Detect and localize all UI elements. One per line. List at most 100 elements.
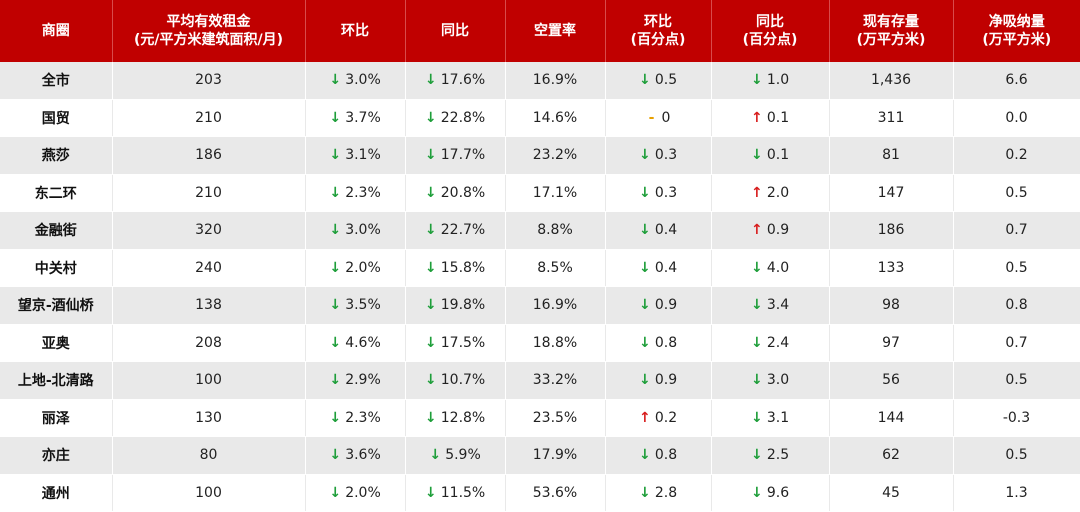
cell-text: 210 bbox=[195, 184, 222, 201]
data-cell: 320 bbox=[112, 211, 306, 250]
cell-value: 2.0 bbox=[766, 184, 790, 201]
cell-value: 0.4 bbox=[654, 259, 678, 276]
data-cell: 311 bbox=[829, 99, 954, 137]
data-cell: 0.7 bbox=[953, 324, 1080, 362]
data-cell: ↓ 3.0 bbox=[711, 361, 830, 400]
data-cell: 17.1% bbox=[505, 174, 606, 212]
data-cell: ↓ 11.5% bbox=[405, 474, 506, 512]
cell-text: 0.7 bbox=[1005, 334, 1028, 351]
cell-value: 0.9 bbox=[654, 297, 678, 314]
cell-value: 0.4 bbox=[654, 222, 678, 239]
trend-arrow: ↓ bbox=[424, 297, 437, 314]
cell-value: 15.8% bbox=[440, 259, 486, 276]
cell-text: 中关村 bbox=[34, 260, 77, 277]
trend-arrow: ↓ bbox=[638, 222, 651, 239]
cell-value: 0 bbox=[661, 109, 671, 126]
cell-value: 19.8% bbox=[440, 297, 486, 314]
data-cell: -0 bbox=[605, 99, 712, 137]
cell-value: 3.7% bbox=[345, 109, 381, 126]
data-cell: ↓ 3.5% bbox=[305, 286, 406, 325]
header-text: 环比 bbox=[341, 23, 369, 39]
trend-arrow: ↓ bbox=[638, 297, 651, 314]
cell-text: 1.3 bbox=[1005, 484, 1028, 501]
cell-text: 14.6% bbox=[532, 109, 578, 126]
trend-arrow: ↓ bbox=[329, 484, 342, 501]
cell-text: 18.8% bbox=[532, 334, 578, 351]
header-text: 平均有效租金 bbox=[166, 14, 251, 30]
data-cell: ↓ 12.8% bbox=[405, 399, 506, 437]
cell-text: 17.1% bbox=[532, 184, 578, 201]
table-row: 亚奥 208 ↓ 4.6% ↓ 17.5% 18.8% ↓ 0.8 ↓ 2.4 97 0.7 bbox=[0, 324, 1080, 362]
header-text: (元/平方米建筑面积/月) bbox=[133, 32, 284, 48]
cell-value: 2.4 bbox=[766, 334, 790, 351]
table-row: 金融街 320 ↓ 3.0% ↓ 22.7% 8.8% ↓ 0.4 ↑ 0.9 186 0.7 bbox=[0, 211, 1080, 250]
row-label: 东二环 bbox=[0, 174, 113, 212]
cell-value: 3.0% bbox=[345, 72, 381, 89]
trend-arrow: ↓ bbox=[638, 72, 651, 89]
data-cell: ↓ 2.8 bbox=[605, 474, 712, 512]
trend-arrow: ↓ bbox=[329, 259, 342, 276]
trend-arrow: ↓ bbox=[424, 109, 437, 126]
cell-value: 22.7% bbox=[440, 222, 486, 239]
cell-value: 3.4 bbox=[766, 297, 790, 314]
data-cell: ↓ 3.1 bbox=[711, 399, 830, 437]
data-cell: 100 bbox=[112, 361, 306, 400]
cell-value: 0.8 bbox=[654, 334, 678, 351]
trend-arrow: ↓ bbox=[429, 447, 442, 464]
cell-value: 12.8% bbox=[440, 409, 486, 426]
data-cell: 81 bbox=[829, 136, 954, 175]
data-cell: ↓ 2.0% bbox=[305, 474, 406, 512]
data-cell: ↓ 2.3% bbox=[305, 174, 406, 212]
trend-arrow: ↓ bbox=[424, 147, 437, 164]
data-cell: ↓ 17.7% bbox=[405, 136, 506, 175]
data-cell: ↑ 0.9 bbox=[711, 211, 830, 250]
cell-text: 53.6% bbox=[532, 484, 578, 501]
cell-text: 东二环 bbox=[34, 185, 77, 202]
data-cell: ↓ 4.0 bbox=[711, 249, 830, 287]
header-text: 同比 bbox=[756, 14, 784, 30]
cell-value: 2.0% bbox=[345, 259, 381, 276]
row-label: 国贸 bbox=[0, 99, 113, 137]
cell-value: 1.0 bbox=[766, 72, 790, 89]
data-cell: 16.9% bbox=[505, 62, 606, 100]
data-cell: ↓ 0.1 bbox=[711, 136, 830, 175]
data-cell: ↓ 0.9 bbox=[605, 361, 712, 400]
data-cell: ↓ 0.3 bbox=[605, 174, 712, 212]
trend-arrow: ↓ bbox=[638, 447, 651, 464]
cell-value: 20.8% bbox=[440, 184, 486, 201]
cell-value: 11.5% bbox=[440, 484, 486, 501]
data-cell: ↓ 9.6 bbox=[711, 474, 830, 512]
cell-text: 0.8 bbox=[1005, 297, 1028, 314]
cell-value: 2.5 bbox=[766, 447, 790, 464]
row-label: 亚奥 bbox=[0, 324, 113, 362]
trend-arrow: ↓ bbox=[329, 447, 342, 464]
header-cell: 空置率 bbox=[505, 0, 606, 62]
cell-text: 56 bbox=[882, 372, 900, 389]
data-cell: ↓ 3.0% bbox=[305, 62, 406, 100]
cell-value: 4.0 bbox=[766, 259, 790, 276]
cell-value: 2.9% bbox=[345, 372, 381, 389]
cell-text: 240 bbox=[195, 259, 222, 276]
trend-arrow: ↓ bbox=[750, 259, 763, 276]
trend-arrow: ↑ bbox=[750, 222, 763, 239]
data-cell: ↑ 0.1 bbox=[711, 99, 830, 137]
cell-value: 9.6 bbox=[766, 484, 790, 501]
row-label: 望京-酒仙桥 bbox=[0, 286, 113, 325]
cell-text: 8.5% bbox=[537, 259, 573, 276]
header-text: (万平方米) bbox=[982, 32, 1052, 48]
data-cell: 16.9% bbox=[505, 286, 606, 325]
cell-text: 33.2% bbox=[532, 372, 578, 389]
cell-text: 国贸 bbox=[41, 110, 70, 127]
data-cell: 23.2% bbox=[505, 136, 606, 175]
data-cell: ↓ 22.8% bbox=[405, 99, 506, 137]
cell-text: 0.5 bbox=[1005, 447, 1028, 464]
data-cell: 186 bbox=[112, 136, 306, 175]
table-header: 商圈 平均有效租金 (元/平方米建筑面积/月) 环比 同比 空置率 环比 (百分点) 同比 (百分… bbox=[0, 0, 1080, 62]
cell-text: 0.5 bbox=[1005, 259, 1028, 276]
cell-text: 1,436 bbox=[870, 72, 912, 89]
trend-arrow: ↓ bbox=[329, 109, 342, 126]
cell-value: 0.3 bbox=[654, 184, 678, 201]
header-text: (百分点) bbox=[630, 32, 686, 48]
cell-value: 3.5% bbox=[345, 297, 381, 314]
